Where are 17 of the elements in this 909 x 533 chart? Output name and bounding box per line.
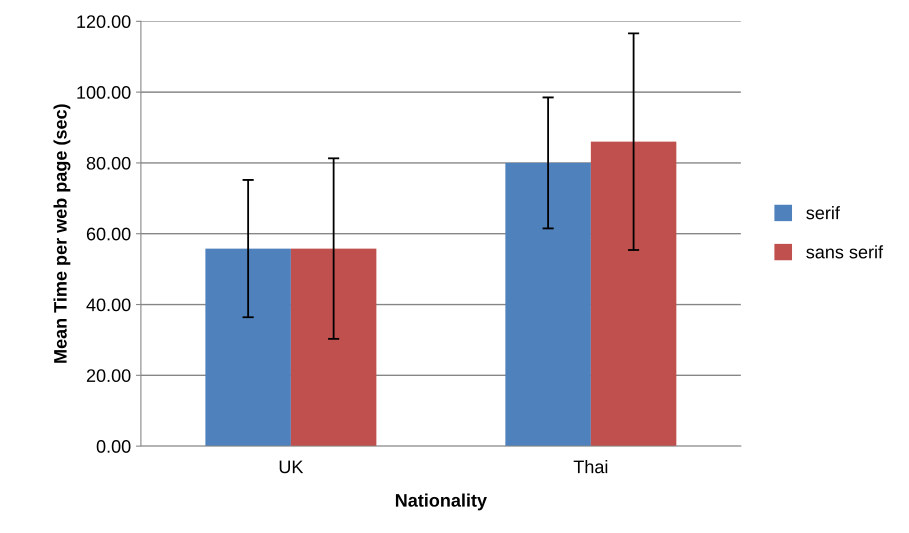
bar	[205, 248, 291, 446]
bar	[590, 142, 676, 446]
y-tick-label: 20.00	[86, 369, 130, 382]
legend-label: sans serif	[806, 245, 884, 258]
bar	[290, 248, 376, 446]
y-tick-label: 120.00	[77, 15, 130, 28]
y-tick-label: 100.00	[77, 86, 130, 99]
y-axis-title: Mean Time per web page (sec)	[53, 104, 70, 363]
bar	[505, 162, 591, 446]
x-tick-label: UK	[280, 460, 304, 474]
y-tick-label: 40.00	[86, 298, 130, 312]
legend-label: serif	[806, 206, 840, 220]
y-tick-label: 80.00	[86, 156, 130, 170]
x-tick-label: Thai	[574, 460, 608, 474]
x-axis-title: Nationality	[396, 494, 487, 510]
y-tick-label: 60.00	[86, 228, 130, 240]
y-tick-label: 0.00	[96, 440, 130, 453]
